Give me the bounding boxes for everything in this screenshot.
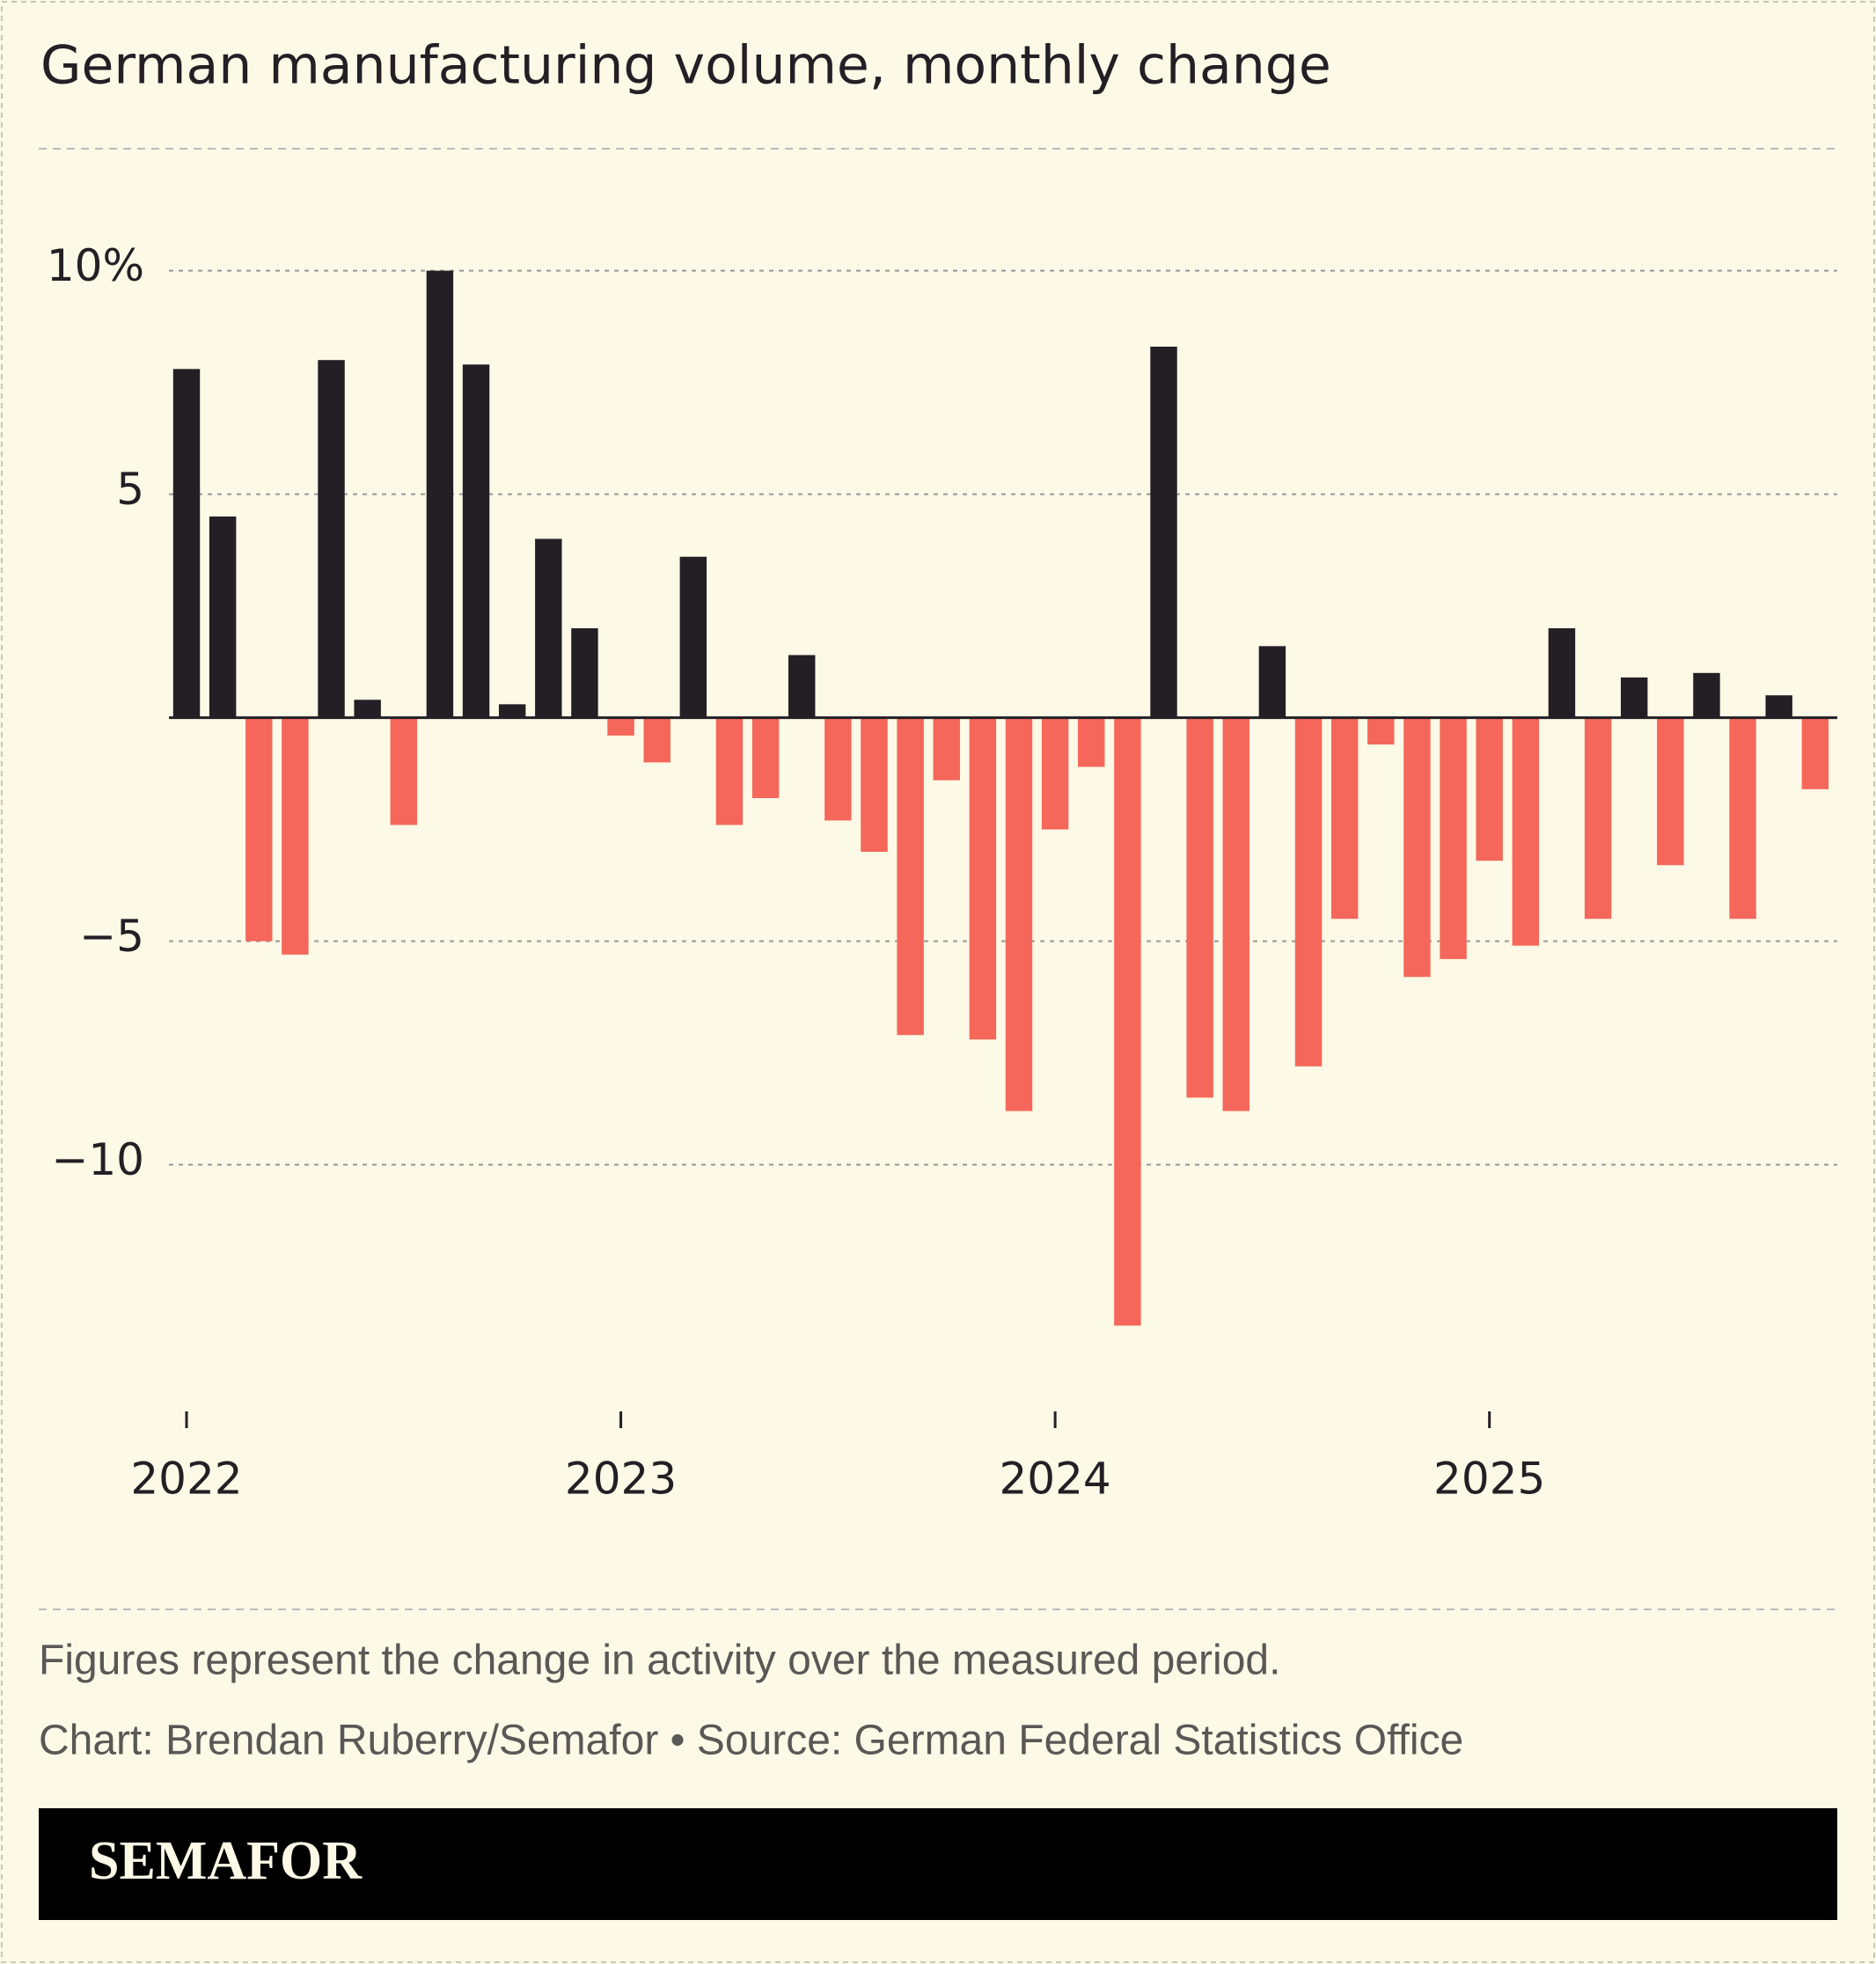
bar (679, 556, 707, 718)
y-tick-label: −10 (51, 1134, 144, 1185)
bar (1801, 717, 1829, 789)
bar (824, 717, 852, 821)
x-tick-label: 2023 (565, 1454, 677, 1505)
bar (969, 717, 997, 1040)
bar (1114, 717, 1141, 1326)
bar (1150, 346, 1177, 718)
x-tick-label: 2022 (130, 1454, 242, 1505)
bar (172, 369, 201, 718)
bar (1186, 717, 1213, 1098)
bar (535, 539, 562, 718)
bar (897, 717, 924, 1036)
bar (426, 270, 454, 718)
bar (1294, 717, 1323, 1066)
bar (1584, 717, 1612, 920)
bar (1548, 628, 1576, 718)
bar (1367, 717, 1395, 745)
bar (1440, 717, 1467, 959)
bar (498, 704, 526, 718)
bar (1330, 717, 1359, 920)
brand: SEMAFOR (89, 1831, 363, 1891)
y-tick-label: 5 (116, 464, 144, 515)
bar (788, 655, 816, 718)
bar (751, 717, 780, 799)
bar (1620, 677, 1648, 718)
bar (643, 717, 671, 763)
bar (1729, 717, 1756, 920)
bar (282, 717, 309, 955)
bar (1693, 672, 1720, 718)
bar (1403, 717, 1431, 978)
bar (933, 717, 960, 780)
bar (1222, 717, 1249, 1111)
note: Figures represent the change in activity… (39, 1638, 1280, 1684)
y-tick-label: −5 (79, 911, 144, 962)
bar (462, 364, 490, 718)
bar (1476, 717, 1503, 861)
bar (1765, 695, 1792, 718)
x-tick-label: 2025 (1433, 1454, 1545, 1505)
brand-bar (39, 1808, 1837, 1920)
bar (861, 717, 888, 852)
bar (715, 717, 744, 825)
x-tick-label: 2024 (999, 1454, 1110, 1505)
bar (1041, 717, 1069, 830)
bar (318, 360, 345, 718)
bar (571, 628, 598, 718)
y-tick-label: 10% (47, 240, 144, 291)
credit: Chart: Brendan Ruberry/Semafor • Source:… (39, 1718, 1463, 1764)
bar (245, 717, 273, 942)
bar (1258, 646, 1286, 718)
bar (354, 700, 381, 718)
bar (209, 517, 237, 718)
bar (1512, 717, 1540, 946)
bar (390, 717, 417, 825)
bar (1657, 717, 1684, 866)
bar (1078, 717, 1105, 767)
bar (607, 717, 634, 736)
chart-title: German manufacturing volume, monthly cha… (40, 35, 1331, 97)
bar (1005, 717, 1033, 1111)
